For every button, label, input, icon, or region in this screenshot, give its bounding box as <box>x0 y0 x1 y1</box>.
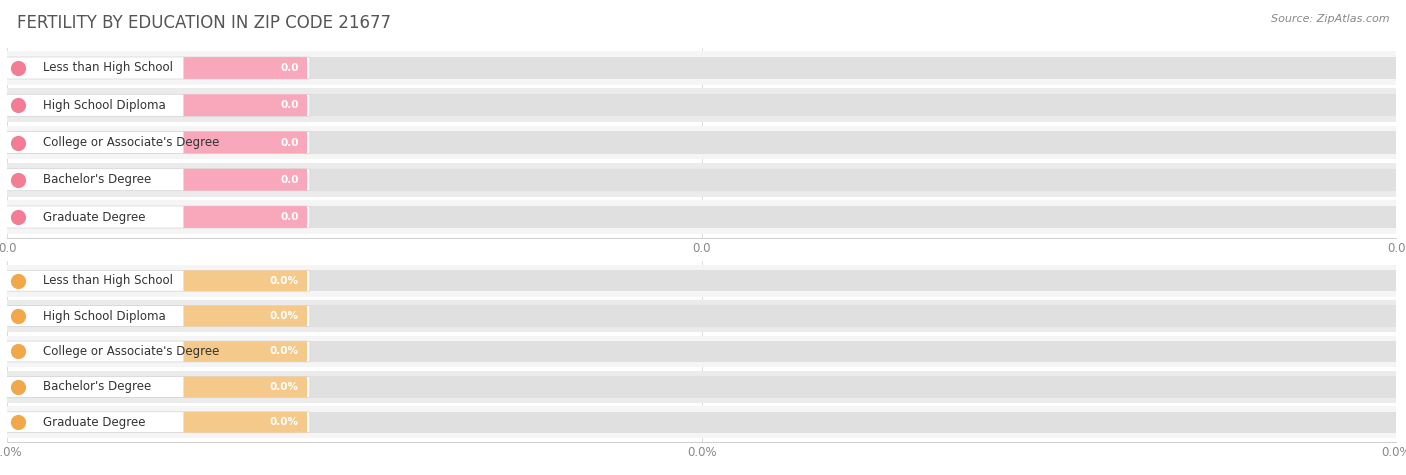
Text: 0.0%: 0.0% <box>270 382 298 392</box>
FancyBboxPatch shape <box>3 341 309 362</box>
Point <box>7 383 30 391</box>
Bar <box>7 305 1396 327</box>
Bar <box>7 169 1396 191</box>
Point <box>7 312 30 320</box>
Bar <box>7 300 1396 332</box>
FancyBboxPatch shape <box>3 206 309 228</box>
FancyBboxPatch shape <box>3 132 309 153</box>
FancyBboxPatch shape <box>183 412 307 433</box>
Text: 0.0%: 0.0% <box>270 346 298 357</box>
Point <box>7 348 30 355</box>
Text: Bachelor's Degree: Bachelor's Degree <box>44 380 152 393</box>
Bar <box>7 206 1396 228</box>
Text: Less than High School: Less than High School <box>44 61 173 75</box>
Text: College or Associate's Degree: College or Associate's Degree <box>44 136 219 149</box>
Bar <box>7 131 1396 154</box>
FancyBboxPatch shape <box>3 94 309 116</box>
FancyBboxPatch shape <box>183 341 307 362</box>
FancyBboxPatch shape <box>3 377 309 397</box>
Point <box>7 418 30 426</box>
Bar <box>7 126 1396 159</box>
Bar <box>7 57 1396 79</box>
Text: Bachelor's Degree: Bachelor's Degree <box>44 173 152 186</box>
Bar <box>7 88 1396 122</box>
Text: 0.0: 0.0 <box>280 175 298 185</box>
FancyBboxPatch shape <box>183 206 307 228</box>
Bar <box>7 335 1396 368</box>
Bar <box>7 406 1396 438</box>
Text: 0.0: 0.0 <box>280 212 298 222</box>
Bar <box>7 265 1396 297</box>
Text: College or Associate's Degree: College or Associate's Degree <box>44 345 219 358</box>
Bar <box>7 94 1396 116</box>
FancyBboxPatch shape <box>3 169 309 191</box>
Text: Less than High School: Less than High School <box>44 274 173 287</box>
Bar <box>7 51 1396 85</box>
Point <box>7 139 30 146</box>
Point <box>7 102 30 109</box>
Text: Source: ZipAtlas.com: Source: ZipAtlas.com <box>1271 14 1389 24</box>
FancyBboxPatch shape <box>183 57 307 79</box>
FancyBboxPatch shape <box>183 270 307 291</box>
FancyBboxPatch shape <box>183 377 307 397</box>
FancyBboxPatch shape <box>183 132 307 153</box>
Bar <box>7 270 1396 291</box>
Point <box>7 176 30 183</box>
Point <box>7 277 30 285</box>
Text: 0.0%: 0.0% <box>270 417 298 428</box>
FancyBboxPatch shape <box>3 270 309 291</box>
Text: Graduate Degree: Graduate Degree <box>44 416 146 429</box>
Text: 0.0: 0.0 <box>280 100 298 110</box>
Text: 0.0: 0.0 <box>280 137 298 148</box>
Point <box>7 213 30 221</box>
FancyBboxPatch shape <box>183 95 307 116</box>
Text: 0.0: 0.0 <box>280 63 298 73</box>
FancyBboxPatch shape <box>3 57 309 79</box>
Bar <box>7 376 1396 398</box>
Bar <box>7 200 1396 234</box>
FancyBboxPatch shape <box>183 169 307 190</box>
FancyBboxPatch shape <box>183 306 307 326</box>
Bar <box>7 163 1396 197</box>
Point <box>7 64 30 72</box>
Text: 0.0%: 0.0% <box>270 276 298 286</box>
Bar <box>7 412 1396 433</box>
Text: 0.0%: 0.0% <box>270 311 298 321</box>
Bar <box>7 371 1396 403</box>
Bar <box>7 341 1396 362</box>
Text: Graduate Degree: Graduate Degree <box>44 210 146 224</box>
Text: High School Diploma: High School Diploma <box>44 310 166 323</box>
FancyBboxPatch shape <box>3 306 309 326</box>
FancyBboxPatch shape <box>3 412 309 433</box>
Text: FERTILITY BY EDUCATION IN ZIP CODE 21677: FERTILITY BY EDUCATION IN ZIP CODE 21677 <box>17 14 391 32</box>
Text: High School Diploma: High School Diploma <box>44 99 166 112</box>
